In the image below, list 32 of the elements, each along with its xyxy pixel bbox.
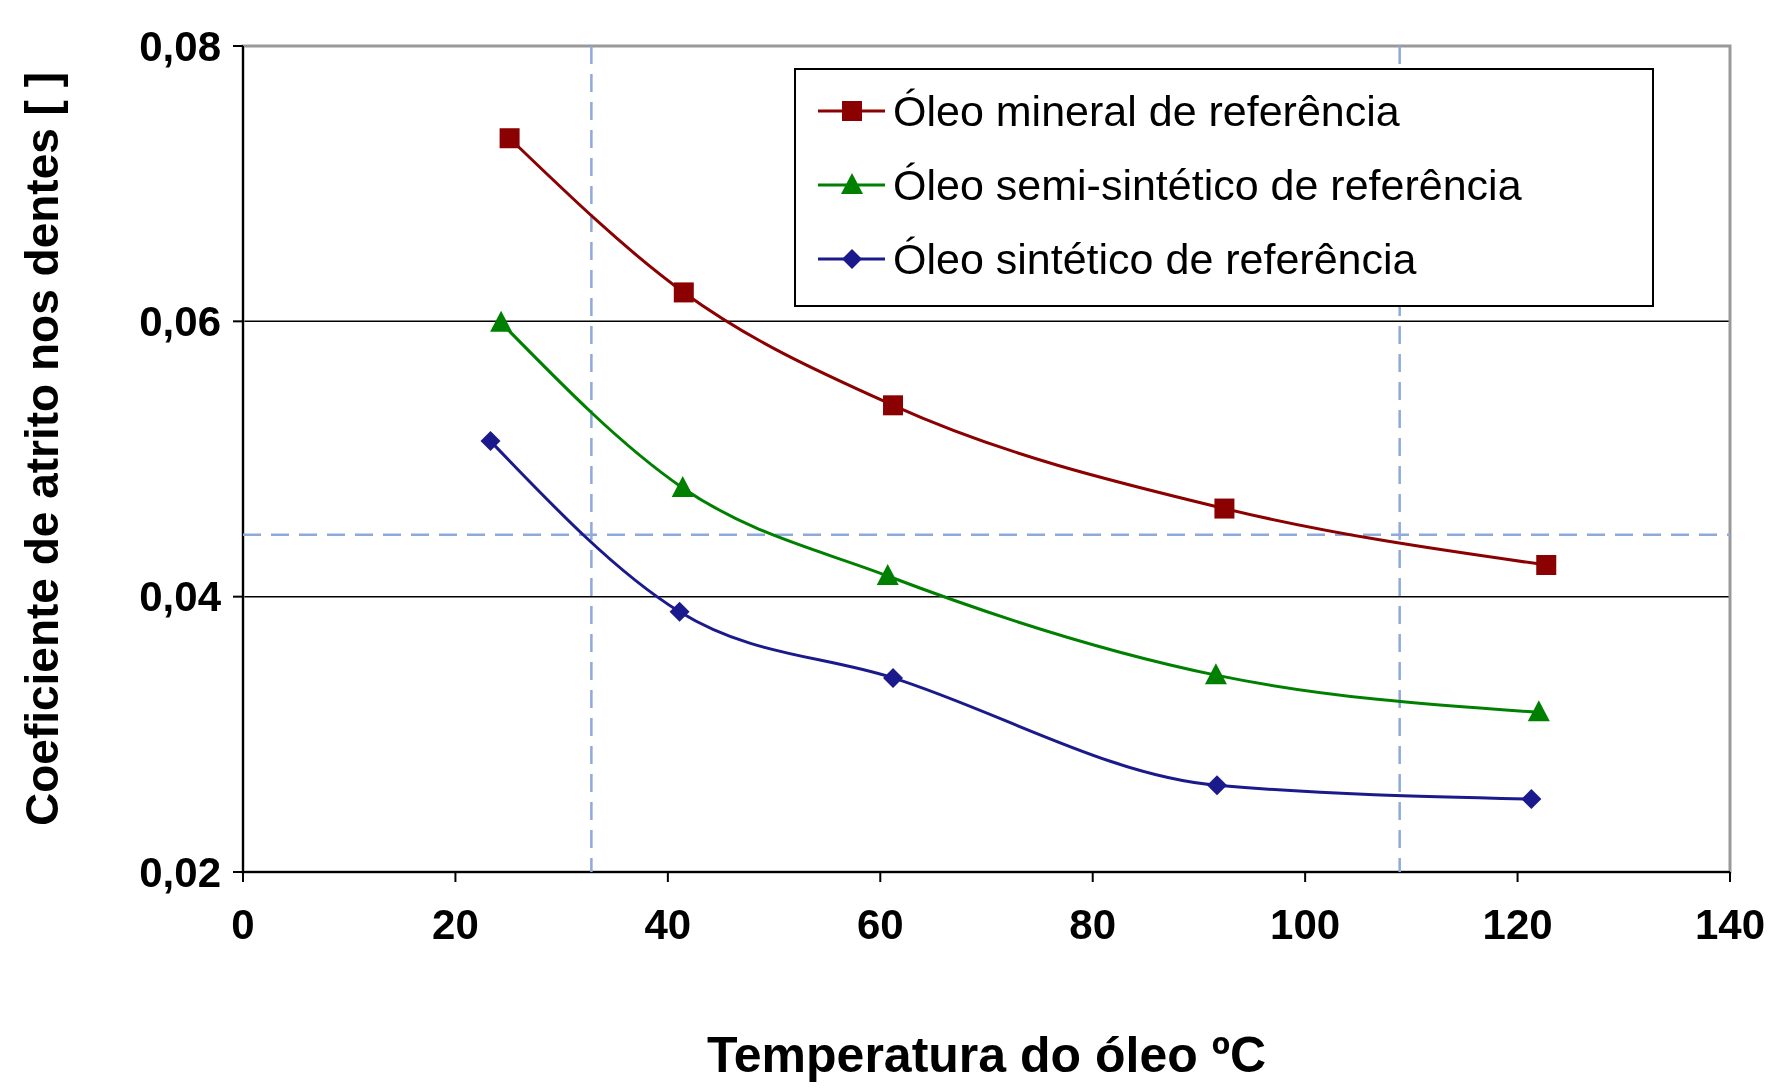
point [1521, 789, 1542, 810]
point [671, 475, 694, 497]
x-tick-label: 20 [432, 901, 479, 948]
y-tick-label: 0,06 [139, 298, 221, 346]
x-tick-label: 60 [856, 901, 904, 948]
point [1204, 663, 1227, 685]
point [499, 128, 520, 149]
point [673, 282, 694, 303]
y-tick-label: 0,04 [139, 573, 222, 621]
y-tick-label: 0,08 [139, 22, 221, 70]
point [669, 601, 690, 622]
x-tick-label: 80 [1069, 901, 1117, 948]
x-tick-label: 140 [1694, 901, 1766, 948]
point [490, 310, 513, 332]
point [1536, 555, 1557, 575]
legend-label: Óleo sintético de referência [893, 235, 1417, 284]
point [1206, 775, 1227, 796]
x-tick-label: 0 [231, 901, 255, 948]
legend-label: Óleo mineral de referência [893, 87, 1400, 136]
y-tick-label: 0,02 [139, 848, 221, 896]
point [883, 395, 904, 416]
x-axis-title: Temperatura do óleo ºC [706, 1027, 1267, 1083]
point [480, 431, 501, 452]
x-tick-label: 100 [1270, 901, 1341, 948]
point [883, 667, 904, 688]
legend-label: Óleo semi-sintético de referência [893, 161, 1522, 210]
x-tick-label: 120 [1482, 901, 1553, 948]
x-tick-label: 40 [644, 901, 692, 948]
point [1214, 498, 1235, 519]
point [1527, 700, 1550, 722]
y-axis-title: Coeficiente de atrito nos dentes [ ] [16, 72, 68, 826]
point [876, 564, 899, 586]
